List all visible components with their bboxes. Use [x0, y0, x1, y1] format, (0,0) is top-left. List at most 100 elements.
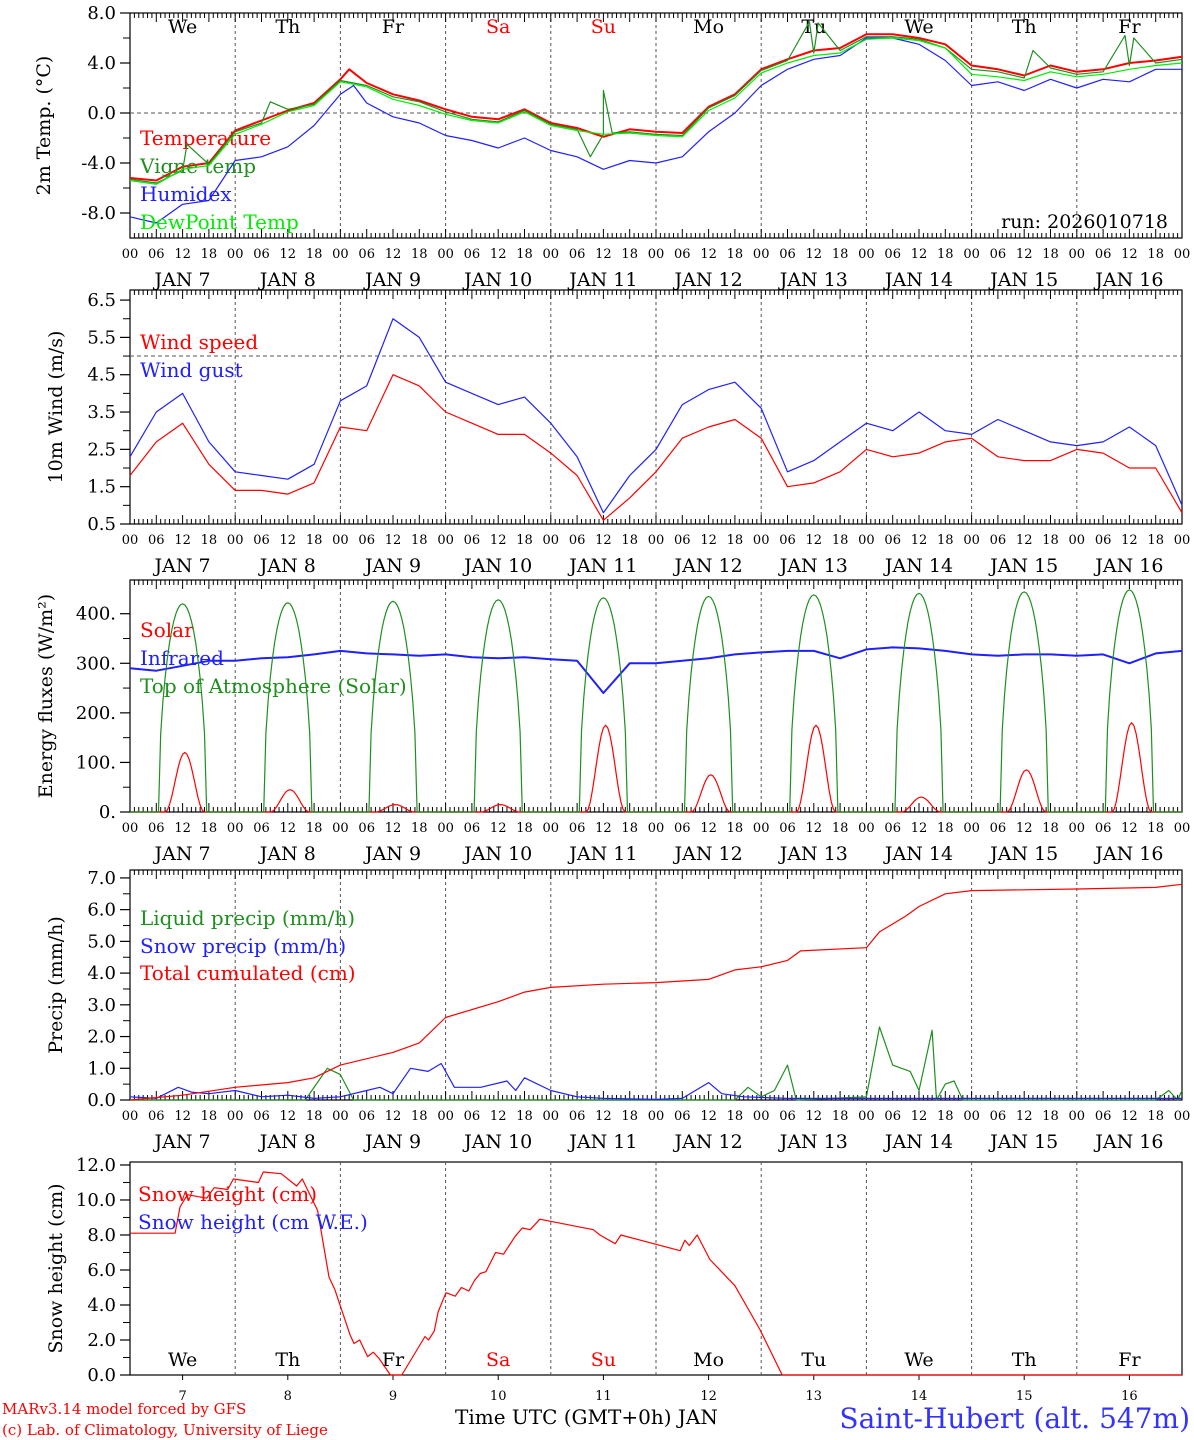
weekday-label: We: [904, 1349, 933, 1371]
x-date-label: JAN 8: [258, 269, 316, 291]
y-tick-label: 3.0: [87, 995, 116, 1016]
x-date-label: JAN 7: [153, 555, 211, 577]
x-hour-label: 06: [779, 1109, 796, 1124]
x-hour-label: 06: [148, 1109, 165, 1124]
x-hour-label: 06: [990, 533, 1007, 548]
x-hour-label: 00: [332, 533, 349, 548]
legend-entry: Snow height (cm): [138, 1182, 317, 1206]
x-hour-label: 12: [280, 821, 297, 836]
x-date-label: JAN 9: [363, 269, 421, 291]
x-hour-label: 06: [1095, 1109, 1112, 1124]
x-hour-label: 00: [1174, 247, 1191, 262]
weekday-label: We: [168, 1349, 197, 1371]
weekday-label: Su: [591, 1349, 616, 1371]
x-hour-label: 00: [1174, 533, 1191, 548]
run-label: run: 2026010718: [1001, 211, 1168, 233]
series-line-humidex: [129, 37, 1182, 224]
x-hour-label: 00: [753, 247, 770, 262]
x-date-label: JAN 15: [988, 843, 1058, 865]
x-hour-label: 12: [174, 247, 191, 262]
x-day-number: 9: [389, 1389, 397, 1404]
x-hour-label: 12: [174, 533, 191, 548]
y-tick-label: 1.0: [87, 1058, 116, 1079]
x-hour-label: 06: [884, 247, 901, 262]
x-hour-label: 12: [911, 821, 928, 836]
x-date-label: JAN 13: [778, 1131, 848, 1153]
x-hour-label: 00: [963, 533, 980, 548]
x-hour-label: 18: [201, 1109, 218, 1124]
x-hour-label: 18: [201, 821, 218, 836]
y-tick-label: 12.0: [76, 1155, 116, 1176]
x-hour-label: 00: [963, 247, 980, 262]
y-tick-label: 0.: [99, 802, 116, 823]
x-hour-label: 18: [201, 533, 218, 548]
x-hour-label: 00: [648, 247, 665, 262]
x-date-label: JAN 15: [988, 269, 1058, 291]
x-day-number: 15: [1016, 1389, 1033, 1404]
legend-entry: Humidex: [140, 182, 232, 206]
x-hour-label: 12: [911, 533, 928, 548]
x-hour-label: 00: [1069, 247, 1086, 262]
x-hour-label: 18: [621, 533, 638, 548]
x-hour-label: 12: [1016, 247, 1033, 262]
y-tick-label: 2.0: [87, 1330, 116, 1351]
x-date-label: JAN 12: [673, 269, 743, 291]
y-tick-label: 7.0: [87, 868, 116, 889]
x-date-label: JAN 16: [1093, 555, 1163, 577]
x-hour-label: 00: [227, 533, 244, 548]
weekday-label: Mo: [693, 1349, 724, 1371]
x-date-label: JAN 15: [988, 555, 1058, 577]
x-hour-label: 18: [411, 1109, 428, 1124]
y-axis-title: Snow height (cm): [45, 1183, 67, 1353]
x-date-label: JAN 10: [462, 1131, 532, 1153]
x-hour-label: 12: [700, 247, 717, 262]
x-hour-label: 06: [148, 821, 165, 836]
x-date-label: JAN 15: [988, 1131, 1058, 1153]
weekday-label: Tu: [801, 1349, 826, 1371]
x-hour-label: 12: [1016, 821, 1033, 836]
x-hour-label: 18: [1042, 821, 1059, 836]
series-line-wind-speed: [129, 374, 1183, 521]
y-tick-label: 3.5: [87, 402, 116, 423]
legend-entry: Wind gust: [140, 358, 243, 382]
x-hour-label: 12: [700, 1109, 717, 1124]
x-hour-label: 06: [569, 1109, 586, 1124]
x-hour-label: 00: [437, 247, 454, 262]
panel-precip: 7.0 6.0 5.0 4.0 3.0 2.0 1.0 0.0 Precip (mm/h) 00 0…: [45, 868, 1190, 1153]
panel-temp: 8.0 4.0 0.0 -4.0 -8.0 2m Temp. (°C) 00 06 12 18 JA…: [33, 3, 1190, 291]
credit-model: MARv3.14 model forced by GFS: [2, 1400, 246, 1418]
x-hour-label: 12: [490, 1109, 507, 1124]
x-hour-label: 18: [1147, 533, 1164, 548]
x-hour-label: 12: [806, 1109, 823, 1124]
x-hour-label: 18: [832, 821, 849, 836]
x-hour-label: 06: [674, 821, 691, 836]
x-hour-label: 06: [1095, 533, 1112, 548]
x-hour-label: 06: [674, 1109, 691, 1124]
x-hour-label: 06: [464, 533, 481, 548]
weekday-label: We: [904, 16, 933, 38]
x-hour-label: 18: [1042, 1109, 1059, 1124]
y-tick-label: 0.5: [87, 514, 116, 535]
x-hour-label: 12: [700, 533, 717, 548]
x-hour-label: 18: [1042, 533, 1059, 548]
location-title: Saint-Hubert (alt. 547m): [839, 1402, 1190, 1435]
x-hour-label: 06: [253, 247, 270, 262]
x-hour-label: 00: [753, 821, 770, 836]
series-line-top-of-atmosphere-solar-: [130, 589, 1182, 813]
x-hour-label: 06: [464, 821, 481, 836]
x-hour-label: 18: [1147, 1109, 1164, 1124]
x-hour-label: 12: [700, 821, 717, 836]
x-date-label: JAN 12: [673, 1131, 743, 1153]
x-hour-label: 06: [884, 821, 901, 836]
x-hour-label: 06: [148, 247, 165, 262]
legend-entry: Liquid precip (mm/h): [140, 906, 355, 930]
x-hour-label: 12: [806, 247, 823, 262]
x-hour-label: 00: [648, 533, 665, 548]
legend-entry: Temperature: [140, 126, 271, 150]
panel-wind: 6.5 5.5 4.5 3.5 2.5 1.5 0.5 10m Wind (m/s) 00 06 1…: [45, 289, 1191, 577]
x-hour-label: 18: [1147, 247, 1164, 262]
x-date-label: JAN 16: [1093, 1131, 1163, 1153]
x-hour-label: 12: [385, 533, 402, 548]
series-line-temperature: [129, 33, 1183, 182]
x-hour-label: 12: [595, 1109, 612, 1124]
